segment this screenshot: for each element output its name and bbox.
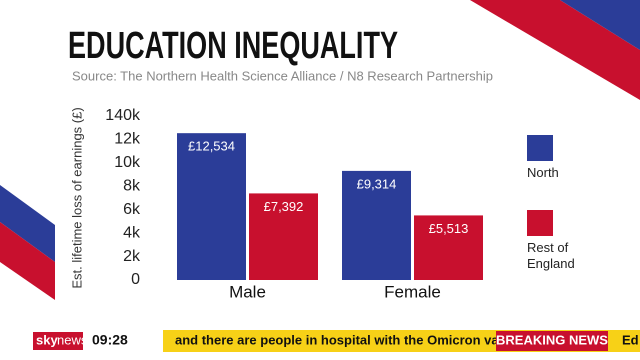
- logo-box: [33, 332, 83, 350]
- logo-sky: sky: [36, 332, 58, 347]
- y-tick-label: 12k: [114, 131, 141, 148]
- y-axis-label: Est. lifetime loss of earnings (£): [69, 107, 84, 288]
- bar: [177, 133, 246, 280]
- decor-stripe: [0, 222, 55, 300]
- ticker-headline: and there are people in hospital with th…: [175, 332, 527, 347]
- decor-stripe: [560, 0, 640, 50]
- value-label: £7,392: [264, 199, 304, 214]
- legend-label: North: [527, 165, 559, 180]
- y-tick-label: 4k: [123, 224, 141, 241]
- chart-title: EDUCATION INEQUALITY: [68, 25, 398, 67]
- value-label: £5,513: [429, 221, 469, 236]
- y-tick-label: 10k: [114, 154, 141, 171]
- x-tick-label: Male: [229, 282, 266, 301]
- breaking-label: BREAKING NEWS: [496, 332, 608, 347]
- legend-swatch: [527, 210, 553, 236]
- chart-subtitle: Source: The Northern Health Science Alli…: [72, 68, 493, 83]
- logo-news: news: [57, 332, 88, 347]
- bar: [249, 193, 318, 280]
- y-tick-label: 0: [131, 271, 140, 288]
- decor-stripe: [0, 185, 55, 262]
- legend-swatch: [527, 135, 553, 161]
- y-tick-label: 8k: [123, 178, 141, 195]
- legend-label: Rest of England: [527, 240, 575, 271]
- ticker-next: Ed: [622, 332, 639, 347]
- bar: [414, 215, 483, 280]
- x-tick-label: Female: [384, 282, 441, 301]
- y-tick-label: 140k: [105, 107, 141, 124]
- bar: [342, 170, 411, 280]
- ticker-time: 09:28: [92, 332, 128, 348]
- value-label: £12,534: [188, 139, 235, 154]
- y-tick-label: 6k: [123, 201, 141, 218]
- breaking-box: [496, 331, 608, 351]
- y-tick-label: 2k: [123, 248, 141, 265]
- decor-stripe: [470, 0, 640, 100]
- value-label: £9,314: [357, 176, 397, 191]
